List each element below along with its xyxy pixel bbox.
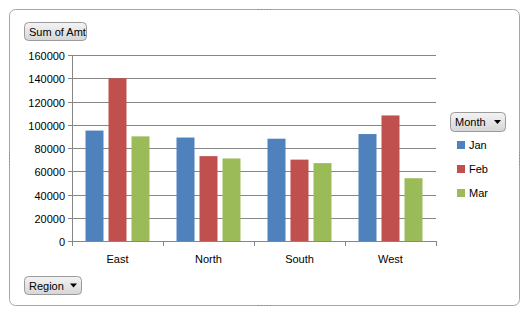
legend-label: Jan: [469, 139, 487, 151]
frame-handle: [9, 164, 10, 165]
legend-swatch: [457, 165, 465, 173]
y-tick-label: 100000: [28, 120, 65, 132]
frame-handle: [258, 9, 259, 10]
axis-field-button[interactable]: [25, 277, 82, 295]
x-tick-label: North: [195, 253, 222, 265]
bar: [177, 138, 195, 241]
frame-handle: [9, 161, 10, 162]
bar: [223, 158, 241, 241]
bar: [405, 178, 423, 241]
frame-handle: [261, 9, 262, 10]
y-tick: [68, 125, 72, 126]
x-tick-label: West: [378, 253, 403, 265]
frame-handle: [519, 164, 520, 165]
x-tick-label: South: [285, 253, 314, 265]
y-tick-label: 0: [59, 236, 65, 248]
grid-line: [72, 195, 436, 196]
y-tick-label: 120000: [28, 97, 65, 109]
y-tick-label: 20000: [34, 213, 65, 225]
legend-swatch: [457, 141, 465, 149]
frame-handle: [267, 305, 268, 306]
frame-handle: [258, 305, 259, 306]
frame-handle: [270, 305, 271, 306]
frame-handle: [270, 9, 271, 10]
bar: [268, 139, 286, 241]
frame-handle: [519, 152, 520, 153]
y-tick: [68, 171, 72, 172]
y-tick: [68, 195, 72, 196]
grid-line: [72, 55, 436, 56]
legend-field-button-label: Month: [455, 116, 486, 128]
y-tick-label: 40000: [34, 190, 65, 202]
y-tick: [68, 102, 72, 103]
frame-handle: [264, 305, 265, 306]
x-tick: [436, 241, 437, 246]
y-tick: [68, 55, 72, 56]
y-axis: [72, 55, 73, 241]
bar: [291, 160, 309, 241]
frame-handle: [519, 155, 520, 156]
bar: [109, 78, 127, 241]
grid-line: [72, 171, 436, 172]
x-tick: [72, 241, 73, 246]
frame-handle: [9, 152, 10, 153]
grid-line: [72, 78, 436, 79]
bar: [359, 134, 377, 241]
y-tick: [68, 148, 72, 149]
bar: [132, 136, 150, 241]
bar: [200, 156, 218, 241]
bar: [314, 163, 332, 241]
grid-line: [72, 148, 436, 149]
grid-line: [72, 125, 436, 126]
frame-handle: [9, 158, 10, 159]
x-tick: [163, 241, 164, 246]
legend-field-button[interactable]: [451, 113, 506, 132]
frame-handle: [267, 9, 268, 10]
frame-handle: [519, 158, 520, 159]
y-tick: [68, 218, 72, 219]
y-tick-label: 160000: [28, 50, 65, 62]
frame-handle: [264, 9, 265, 10]
frame-handle: [261, 305, 262, 306]
dropdown-arrow: [70, 284, 77, 288]
grid-line: [72, 102, 436, 103]
value-field-button[interactable]: [25, 23, 87, 41]
x-tick: [254, 241, 255, 246]
x-tick: [345, 241, 346, 246]
legend-label: Feb: [469, 163, 488, 175]
legend-swatch: [457, 189, 465, 197]
axis-field-button-label: Region: [29, 280, 64, 292]
y-tick-label: 60000: [34, 166, 65, 178]
chart-frame: [10, 10, 520, 306]
x-tick-label: East: [106, 253, 128, 265]
y-tick: [68, 78, 72, 79]
bar: [86, 131, 104, 241]
frame-handle: [9, 155, 10, 156]
y-tick-label: 140000: [28, 73, 65, 85]
grid-line: [72, 218, 436, 219]
y-tick-label: 80000: [34, 143, 65, 155]
chart: 0 20000 40000 60000 80000 100000 120000 140000 1…: [0, 0, 529, 316]
dropdown-arrow: [494, 120, 501, 124]
legend-label: Mar: [469, 187, 488, 199]
frame-handle: [519, 161, 520, 162]
y-tick: [68, 241, 72, 242]
value-field-button-label: Sum of Amt: [29, 26, 86, 38]
bar: [382, 115, 400, 241]
bars: [86, 78, 423, 241]
